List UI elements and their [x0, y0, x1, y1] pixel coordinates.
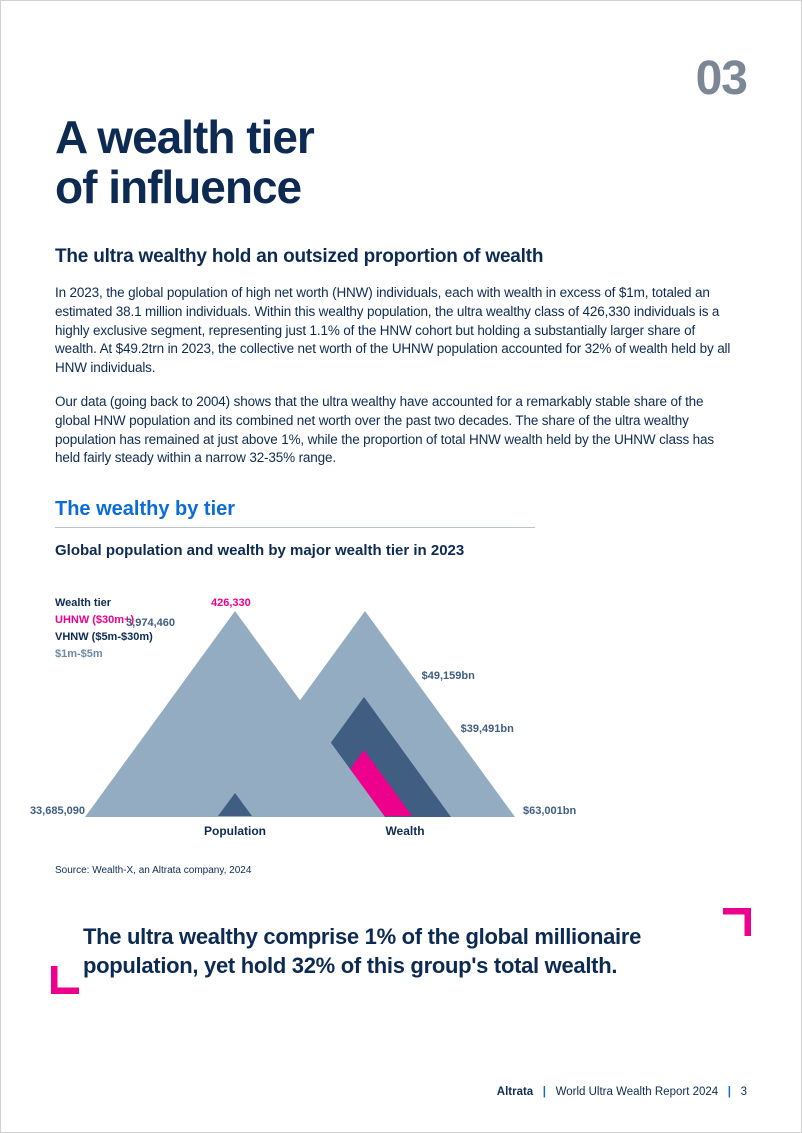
wealth-vhnw-value: $39,491bn [461, 723, 514, 735]
section-subhead: The ultra wealthy hold an outsized propo… [55, 246, 747, 268]
footer-page: 3 [741, 1086, 747, 1098]
chart-rule [55, 527, 535, 528]
page-title: A wealth tier of influence [55, 113, 747, 212]
callout-text: The ultra wealthy comprise 1% of the glo… [83, 922, 719, 980]
population-tri-vhnw [218, 793, 252, 816]
footer-sep-1: | [543, 1086, 546, 1098]
footer-report: World Ultra Wealth Report 2024 [556, 1086, 719, 1098]
legend-header: Wealth tier [55, 595, 153, 612]
population-tri-uhnw [233, 814, 235, 816]
page-number: 03 [696, 51, 747, 106]
wealth-lm-value: $63,001bn [523, 805, 576, 817]
page-root: 03 A wealth tier of influence The ultra … [0, 0, 802, 1133]
paragraph-1: In 2023, the global population of high n… [55, 284, 735, 377]
chart-title: The wealthy by tier [55, 498, 747, 521]
callout-block: The ultra wealthy comprise 1% of the glo… [55, 922, 747, 980]
paragraph-2: Our data (going back to 2004) shows that… [55, 393, 735, 468]
chart-source: Source: Wealth-X, an Altrata company, 20… [55, 865, 747, 876]
pop-uhnw-value: 426,330 [211, 597, 251, 609]
chart-subtitle: Global population and wealth by major we… [55, 542, 747, 559]
bracket-bottom-left-icon [51, 960, 85, 994]
axis-label-wealth: Wealth [355, 824, 455, 838]
footer-brand: Altrata [497, 1086, 533, 1098]
pyramid-chart: Wealth tier UHNW ($30m+) VHNW ($5m-$30m)… [55, 569, 555, 849]
footer-sep-2: | [728, 1086, 731, 1098]
wealth-uhnw-value: $49,159bn [422, 670, 475, 682]
axis-label-population: Population [185, 824, 285, 838]
population-tri-lm [85, 611, 385, 817]
pop-lm-value: 33,685,090 [0, 805, 85, 817]
page-footer: Altrata | World Ultra Wealth Report 2024… [497, 1086, 747, 1098]
bracket-top-right-icon [717, 908, 751, 942]
pop-vhnw-value: 3,974,460 [65, 617, 175, 629]
title-line-2: of influence [55, 161, 301, 213]
title-line-1: A wealth tier [55, 111, 314, 163]
